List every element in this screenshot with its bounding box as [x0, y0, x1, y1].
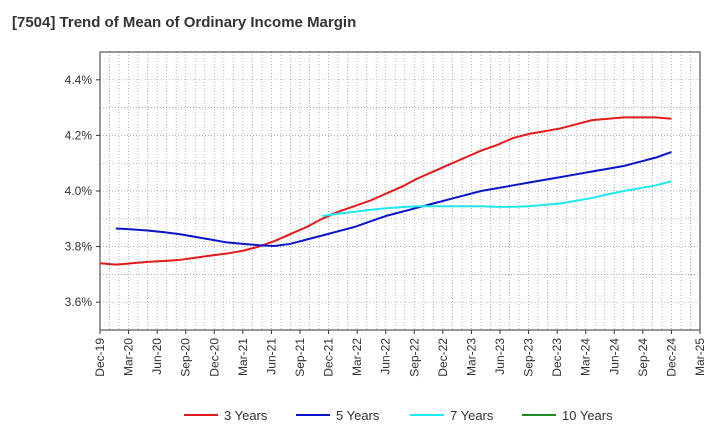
x-tick-label: Mar-22 — [350, 338, 364, 376]
x-tick-label: Dec-20 — [207, 338, 221, 377]
y-tick-label: 4.4% — [65, 73, 93, 87]
x-tick-label: Mar-23 — [464, 338, 478, 376]
x-tick-label: Jun-23 — [493, 338, 507, 375]
x-tick-label: Dec-22 — [436, 338, 450, 377]
series-line-3-years — [99, 116, 672, 266]
x-tick-label: Jun-24 — [607, 338, 621, 375]
legend-label: 10 Years — [562, 408, 613, 423]
y-tick-labels: 3.6% 3.8% 4.0% 4.2% 4.4% — [65, 73, 100, 309]
y-tick-label: 4.0% — [65, 184, 93, 198]
x-tick-label: Dec-21 — [322, 338, 336, 377]
x-tick-label: Sep-21 — [293, 338, 307, 377]
x-tick-label: Sep-22 — [407, 338, 421, 377]
x-tick-label: Jun-20 — [150, 338, 164, 375]
x-tick-label: Sep-23 — [522, 338, 536, 377]
y-tick-label: 3.8% — [65, 240, 93, 254]
x-tick-label: Mar-20 — [122, 338, 136, 376]
y-tick-label: 3.6% — [65, 295, 93, 309]
x-tick-label: Jun-21 — [264, 338, 278, 375]
grid-lines — [100, 52, 700, 330]
series-line-5-years — [115, 151, 672, 248]
x-tick-label: Dec-19 — [93, 338, 107, 377]
x-tick-label: Jun-22 — [379, 338, 393, 375]
series-line-7-years — [322, 180, 672, 218]
x-tick-label: Mar-25 — [693, 338, 707, 376]
x-tick-label: Sep-24 — [636, 338, 650, 377]
x-tick-label: Mar-21 — [236, 338, 250, 376]
x-tick-label: Dec-24 — [664, 338, 678, 377]
legend-label: 5 Years — [336, 408, 380, 423]
x-tick-label: Dec-23 — [550, 338, 564, 377]
series-lines — [99, 116, 672, 266]
x-tick-labels: Dec-19 Mar-20 Jun-20 Sep-20 Dec-20 Mar-21 Jun-… — [93, 330, 707, 377]
x-tick-label: Mar-24 — [579, 338, 593, 376]
chart-title: [7504] Trend of Mean of Ordinary Income … — [12, 14, 357, 31]
x-tick-label: Sep-20 — [179, 338, 193, 377]
legend-label: 7 Years — [450, 408, 494, 423]
legend-label: 3 Years — [224, 408, 268, 423]
y-tick-label: 4.2% — [65, 128, 93, 142]
legend: 3 Years 5 Years 7 Years 10 Years — [184, 408, 613, 423]
